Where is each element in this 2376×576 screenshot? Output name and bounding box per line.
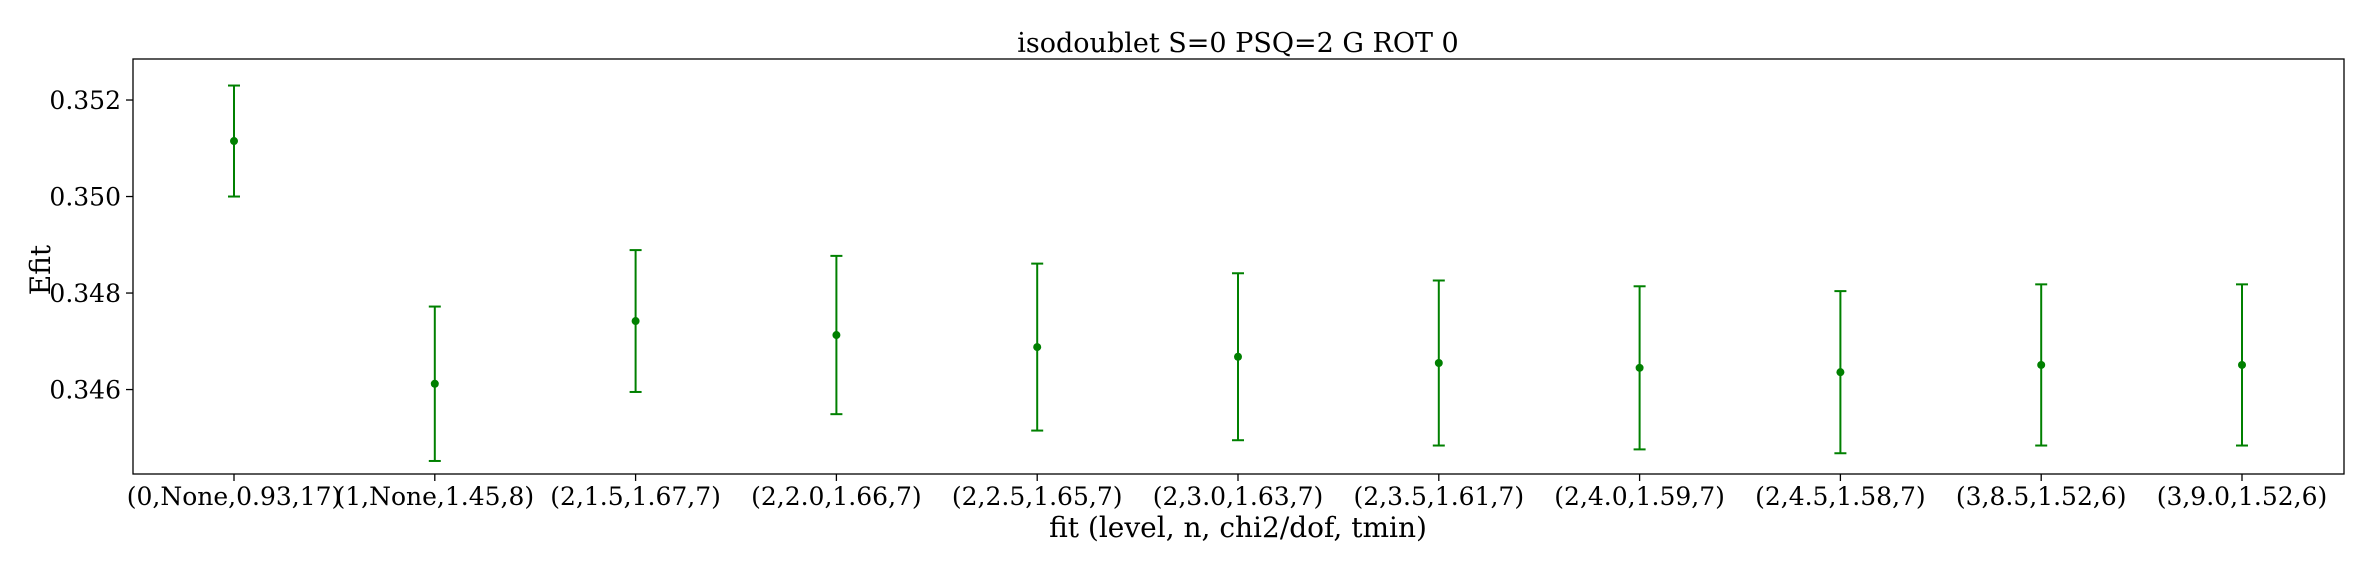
x-axis: (0,None,0.93,17)(1,None,1.45,8) (2,1.5,1.…: [127, 474, 2328, 511]
y-axis-label: Efit: [24, 244, 57, 295]
x-tick-label: (2,2.0,1.66,7): [751, 482, 922, 511]
x-tick-label: (2,3.5,1.61,7): [1354, 482, 1525, 511]
data-point: [832, 331, 841, 340]
data-point: [1434, 359, 1443, 368]
x-tick-label: (2,1.5,1.67,7): [550, 482, 721, 511]
plot-area: [132, 58, 2345, 475]
data-point: [430, 379, 439, 388]
x-axis-label: fit (level, n, chi2/dof, tmin): [1049, 511, 1427, 544]
data-point: [1635, 363, 1644, 372]
data-point: [2238, 360, 2246, 369]
data-point: [230, 137, 238, 146]
chart-title: isodoublet S=0 PSQ=2 G ROT 0: [1017, 28, 1458, 59]
y-tick-label: 0.352: [49, 86, 121, 115]
x-tick-label: (3,8.5,1.52,6): [1956, 482, 2127, 511]
x-tick-label: (2,4.0,1.59,7): [1554, 482, 1725, 511]
y-tick-label: 0.350: [49, 183, 121, 212]
x-tick-label: (2,4.5,1.58,7): [1755, 482, 1926, 511]
data-point: [2037, 360, 2046, 369]
x-tick-label: (1,None,1.45,8): [335, 482, 534, 511]
y-tick-label: 0.346: [49, 376, 121, 405]
x-tick-label: (2,3.0,1.63,7): [1153, 482, 1324, 511]
x-tick-label: (2,2.5,1.65,7): [952, 482, 1123, 511]
data-point: [631, 317, 640, 326]
data-point: [1033, 343, 1042, 352]
y-axis: 0.346 0.348 0.350 0.352: [49, 86, 133, 405]
x-tick-label: (0,None,0.93,17): [127, 482, 342, 511]
data-point: [1234, 352, 1242, 361]
x-tick-label: (3,9.0,1.52,6): [2157, 482, 2328, 511]
data-point: [1836, 368, 1845, 377]
y-tick-label: 0.348: [49, 279, 121, 308]
